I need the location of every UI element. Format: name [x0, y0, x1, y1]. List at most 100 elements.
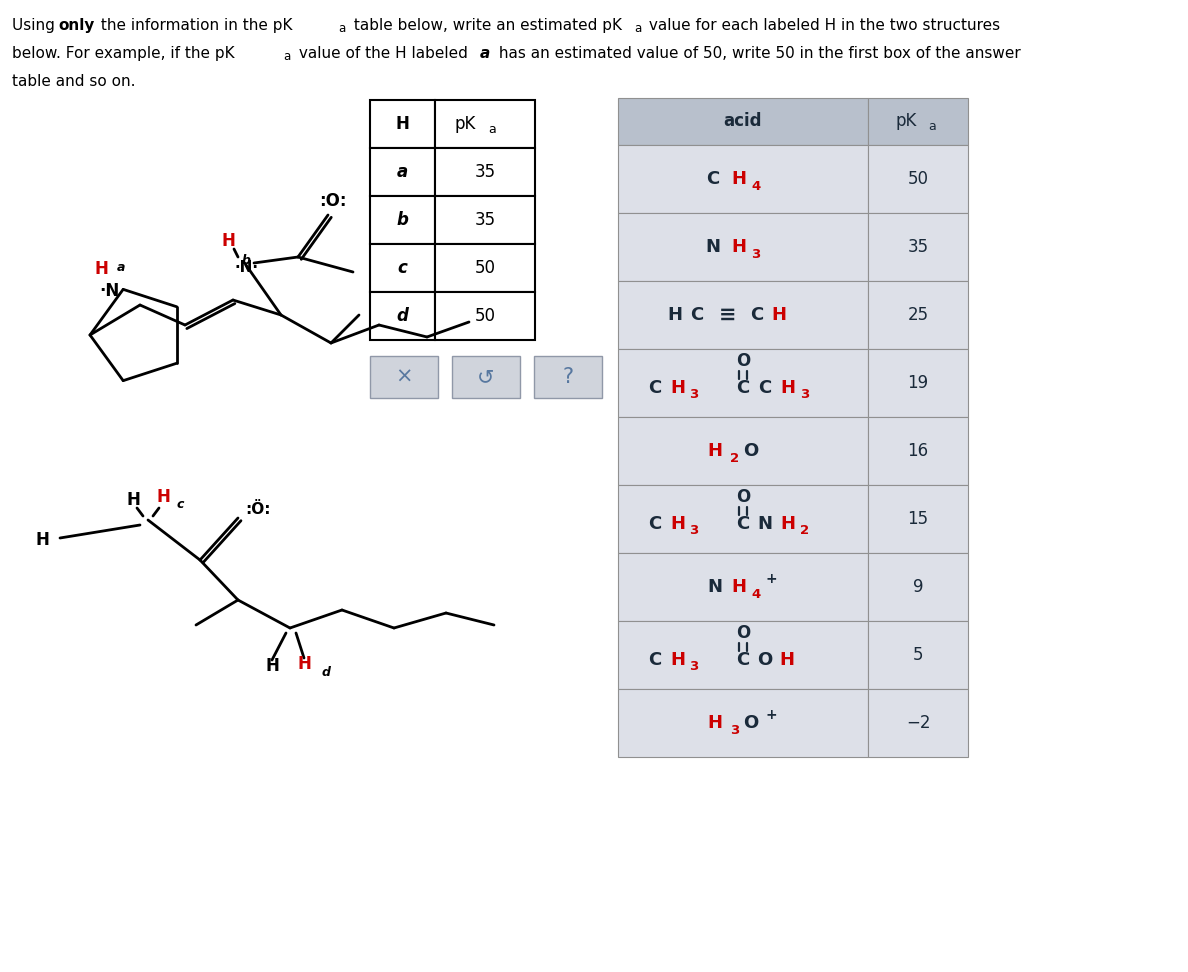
Text: a: a: [397, 163, 407, 181]
Text: H: H: [36, 531, 49, 549]
Text: C: C: [737, 379, 750, 397]
Text: N: N: [758, 515, 772, 533]
Bar: [868, 145, 968, 213]
Text: 3: 3: [689, 389, 699, 401]
Text: +: +: [765, 572, 777, 586]
Text: N: N: [708, 578, 722, 596]
Text: :O:: :O:: [320, 192, 347, 210]
Text: C: C: [758, 379, 772, 397]
Text: C: C: [649, 379, 662, 397]
Bar: [435, 196, 535, 244]
Text: H: H: [94, 260, 108, 278]
Text: a: a: [283, 50, 290, 63]
Text: C: C: [737, 515, 750, 533]
Text: pK: pK: [454, 115, 475, 133]
Bar: [435, 244, 535, 292]
Text: d: d: [322, 666, 331, 678]
Text: −2: −2: [905, 714, 930, 732]
Bar: [435, 292, 535, 340]
Text: value for each labeled H in the two structures: value for each labeled H in the two stru…: [644, 18, 1000, 33]
Text: 25: 25: [908, 306, 929, 324]
Text: H: H: [781, 379, 796, 397]
Text: c: c: [397, 259, 407, 277]
Bar: [868, 485, 968, 553]
Text: 35: 35: [474, 163, 495, 181]
Text: N: N: [706, 238, 720, 256]
Bar: [369, 292, 435, 340]
Text: 35: 35: [908, 238, 929, 256]
Text: O: O: [735, 488, 750, 506]
Text: 3: 3: [689, 525, 699, 538]
Bar: [618, 621, 868, 689]
Text: 2: 2: [731, 453, 740, 466]
Bar: [618, 281, 868, 349]
Text: C: C: [649, 515, 662, 533]
Text: ?: ?: [562, 367, 574, 387]
Bar: [435, 148, 535, 196]
Text: H: H: [771, 306, 786, 324]
Text: H: H: [732, 170, 746, 188]
Text: :Ö:: :Ö:: [245, 503, 271, 517]
Text: O: O: [735, 624, 750, 642]
Text: H: H: [396, 115, 409, 133]
Text: C: C: [751, 306, 764, 324]
Text: H: H: [708, 442, 722, 460]
Text: H: H: [732, 238, 746, 256]
Text: 50: 50: [908, 170, 929, 188]
Text: 50: 50: [474, 259, 495, 277]
Text: a: a: [480, 46, 491, 61]
Bar: [369, 100, 435, 148]
Text: table and so on.: table and so on.: [12, 74, 135, 89]
Bar: [451, 356, 520, 398]
Bar: [369, 356, 438, 398]
Text: 5: 5: [912, 646, 923, 664]
Text: the information in the pK: the information in the pK: [96, 18, 292, 33]
Text: 15: 15: [908, 510, 929, 528]
Text: 4: 4: [751, 181, 760, 193]
Text: 4: 4: [751, 588, 760, 602]
Text: C: C: [707, 170, 720, 188]
Bar: [868, 553, 968, 621]
Text: C: C: [690, 306, 703, 324]
Text: 9: 9: [912, 578, 923, 596]
Text: H: H: [265, 657, 279, 675]
Text: C: C: [737, 651, 750, 669]
Bar: [868, 417, 968, 485]
Text: b: b: [396, 211, 407, 229]
Text: H: H: [221, 232, 235, 250]
Text: Using: Using: [12, 18, 59, 33]
Text: acid: acid: [723, 112, 763, 130]
Text: a: a: [118, 260, 126, 274]
Text: +: +: [765, 708, 777, 722]
Text: ≡: ≡: [719, 305, 737, 325]
Bar: [369, 196, 435, 244]
Bar: [868, 349, 968, 417]
Text: O: O: [735, 352, 750, 370]
Text: b: b: [242, 254, 251, 266]
Text: O: O: [744, 442, 759, 460]
Text: H: H: [297, 655, 311, 673]
Bar: [868, 98, 968, 145]
Text: a: a: [634, 22, 642, 35]
Text: H: H: [156, 488, 170, 506]
Bar: [868, 213, 968, 281]
Text: 3: 3: [751, 249, 760, 261]
Text: ↺: ↺: [478, 367, 494, 387]
Bar: [618, 145, 868, 213]
Bar: [618, 689, 868, 757]
Bar: [435, 100, 535, 148]
Bar: [618, 213, 868, 281]
Bar: [618, 417, 868, 485]
Text: H: H: [670, 515, 685, 533]
Text: has an estimated value of 50, write 50 in the first box of the answer: has an estimated value of 50, write 50 i…: [494, 46, 1020, 61]
Text: 35: 35: [474, 211, 495, 229]
Text: H: H: [670, 379, 685, 397]
Text: only: only: [58, 18, 94, 33]
Text: ×: ×: [396, 367, 412, 387]
Bar: [868, 281, 968, 349]
Text: a: a: [488, 123, 495, 136]
Bar: [868, 689, 968, 757]
Text: H: H: [126, 491, 140, 509]
Text: a: a: [339, 22, 346, 35]
Text: 2: 2: [801, 525, 809, 538]
